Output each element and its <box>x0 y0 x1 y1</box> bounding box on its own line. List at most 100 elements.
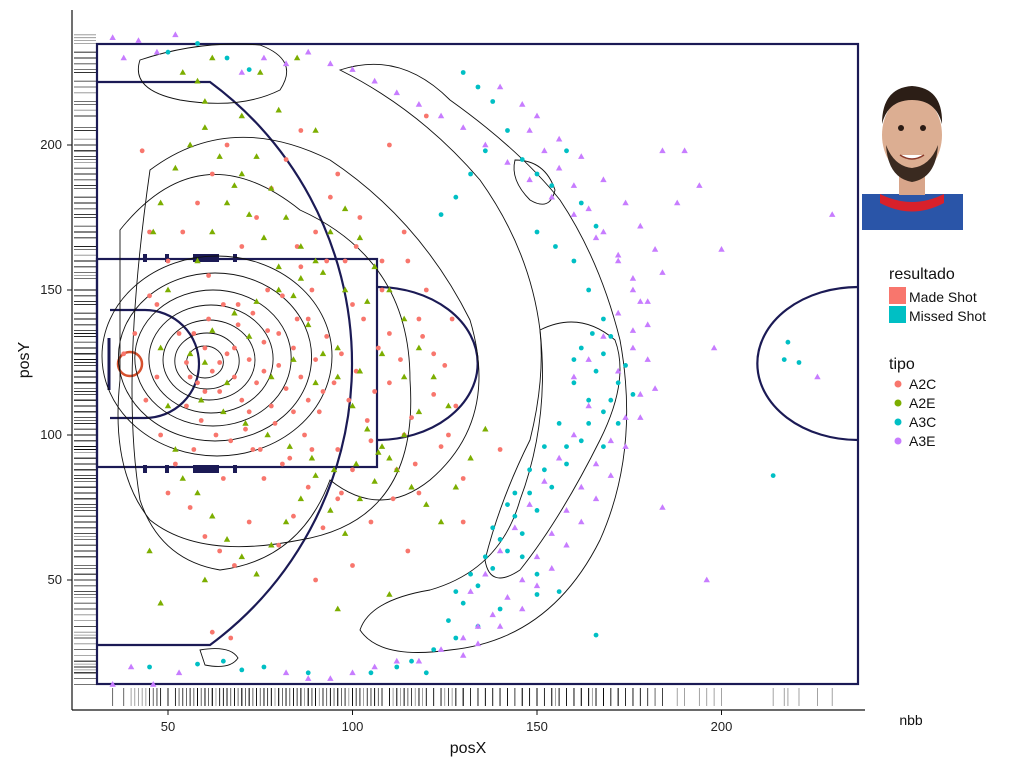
point-a3e <box>533 112 541 119</box>
point-a3e <box>496 623 504 629</box>
point-a3e <box>614 309 622 316</box>
point-a3c <box>165 49 171 55</box>
point-a2c <box>313 357 318 362</box>
point-a2e <box>445 402 452 409</box>
point-a2c <box>154 302 160 307</box>
point-a2e <box>201 576 209 583</box>
point-a3e <box>519 576 526 583</box>
point-a3e <box>482 570 489 577</box>
point-a2c <box>431 351 437 357</box>
point-a2c <box>353 244 359 249</box>
point-a3e <box>349 669 356 676</box>
point-a3e <box>349 66 356 72</box>
point-a3e <box>548 565 555 571</box>
point-a2c <box>213 432 219 438</box>
point-a2c <box>261 476 267 481</box>
point-a2e <box>223 536 231 542</box>
y-tick-label: 100 <box>40 427 62 442</box>
point-a3c <box>519 157 525 162</box>
point-a3e <box>120 54 127 61</box>
contour-line <box>484 321 621 579</box>
point-a3e <box>710 344 718 351</box>
point-a2c <box>246 409 252 415</box>
point-a2e <box>268 373 275 380</box>
point-a2c <box>195 380 200 386</box>
point-a2e <box>260 234 268 241</box>
point-a3c <box>564 461 569 467</box>
point-a3c <box>534 229 540 235</box>
key-area <box>95 257 379 469</box>
point-a3e <box>282 669 290 676</box>
point-a3e <box>578 518 585 525</box>
point-a2e <box>238 112 245 119</box>
point-a2e <box>330 466 338 473</box>
point-a2c <box>331 380 337 386</box>
point-a3c <box>475 84 481 90</box>
point-a3e <box>703 576 710 583</box>
point-a3c <box>556 589 562 594</box>
point-a3e <box>622 414 629 420</box>
contour-line <box>513 159 556 205</box>
point-a3c <box>556 421 562 426</box>
point-a2e <box>408 483 415 490</box>
point-a3e <box>489 611 496 618</box>
point-a3e <box>460 124 467 130</box>
point-a3e <box>109 34 116 40</box>
point-a2e <box>371 478 378 484</box>
point-a3c <box>601 444 606 449</box>
x-axis-title: posX <box>450 740 487 757</box>
point-a3e <box>437 112 445 119</box>
point-a3e <box>474 640 482 647</box>
point-a2c <box>243 426 248 432</box>
legend-label-a2e: A2E <box>909 395 935 411</box>
point-a3e <box>622 199 629 206</box>
legend-title-resultado: resultado <box>889 266 955 283</box>
point-a3c <box>195 41 200 46</box>
point-a2e <box>341 205 349 212</box>
y-axis-title: posY <box>16 341 33 378</box>
point-a2c <box>460 476 466 481</box>
point-a2c <box>250 447 256 452</box>
point-a2e <box>146 547 153 554</box>
point-a3c <box>578 438 584 444</box>
point-a3c <box>423 670 429 676</box>
legend-label-a2c: A2C <box>909 376 936 392</box>
point-a3c <box>490 99 496 104</box>
point-a2e <box>290 292 297 299</box>
point-a2c <box>339 351 344 357</box>
point-a3c <box>446 618 451 623</box>
legend-key-missed-shot <box>889 306 906 323</box>
point-a2e <box>201 98 209 104</box>
point-a3c <box>553 244 558 249</box>
point-a3e <box>651 385 659 391</box>
point-a2c <box>265 328 271 333</box>
point-a2c <box>409 415 414 420</box>
point-a2c <box>416 490 422 496</box>
point-a3e <box>541 147 548 154</box>
point-a3e <box>371 663 378 670</box>
point-a3e <box>614 251 622 258</box>
point-a2c <box>320 525 326 531</box>
point-a3e <box>629 327 637 333</box>
point-a3e <box>371 77 378 84</box>
point-a3c <box>519 531 525 536</box>
point-a3c <box>460 70 466 75</box>
point-a2c <box>423 113 429 119</box>
point-a2c <box>497 447 503 452</box>
point-a2c <box>442 363 448 368</box>
legend-resultado: resultado Made Shot Missed Shot <box>889 266 986 324</box>
point-a2e <box>157 199 164 206</box>
legend-tipo: tipo A2C A2E A3C A3E <box>889 356 936 449</box>
point-a2e <box>264 431 271 438</box>
point-a3c <box>785 339 791 345</box>
point-a2c <box>268 403 274 409</box>
point-a3c <box>601 316 606 322</box>
free-throw-circle <box>376 285 479 442</box>
point-a3e <box>578 483 585 490</box>
point-a2e <box>356 495 364 502</box>
point-a3e <box>548 193 555 200</box>
point-a2e <box>400 373 408 380</box>
point-a2e <box>150 228 157 235</box>
point-a3e <box>651 246 659 252</box>
point-a2c <box>287 455 293 461</box>
